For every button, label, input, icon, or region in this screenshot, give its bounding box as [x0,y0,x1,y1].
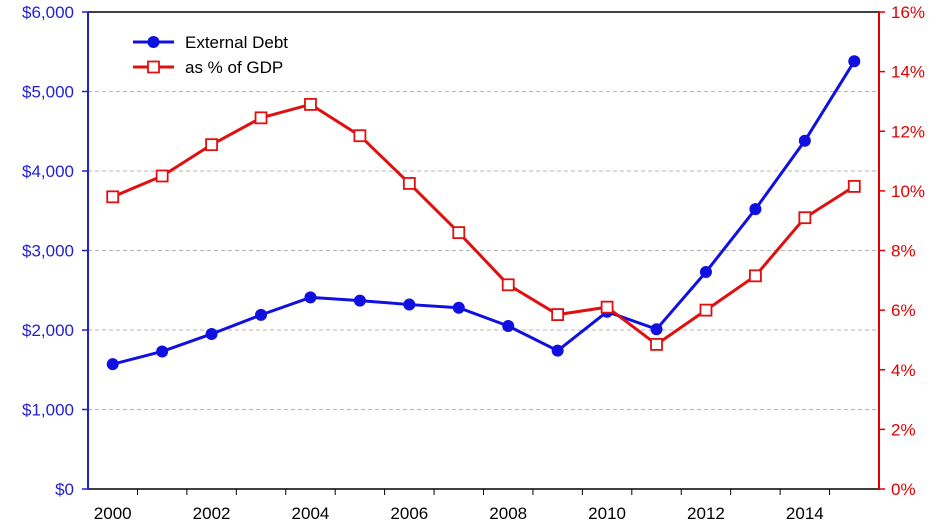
x-tick-label: 2012 [687,504,725,523]
y-left-tick-label: $1,000 [22,401,74,420]
data-point [255,308,268,321]
data-point [452,226,466,240]
legend-marker [147,36,160,48]
legend-label: as % of GDP [185,58,283,77]
data-point [106,358,119,371]
series-group [106,55,861,371]
data-point [106,190,120,204]
gridlines [88,91,879,410]
data-point [551,344,564,357]
y-left-tick-label: $3,000 [22,242,74,261]
data-point [699,303,713,317]
legend-marker [147,60,160,74]
x-tick-label: 2008 [489,504,527,523]
y-left-tick-label: $2,000 [22,321,74,340]
data-point [304,291,317,304]
y-right-tick-label: 2% [891,420,916,439]
x-tick-label: 2014 [786,504,824,523]
y-right-tick-label: 6% [891,301,916,320]
data-point [650,323,663,336]
data-point [205,138,218,152]
y-left-tick-label: $5,000 [22,83,74,102]
data-point [155,169,169,183]
x-tick-label: 2002 [193,504,231,523]
legend-label: External Debt [185,33,288,52]
y-left-tick-label: $0 [55,480,74,499]
legend-item: as % of GDP [133,58,283,77]
data-point [847,180,861,193]
data-point [403,298,416,311]
y-axis-left: $0 $1,000 $2,000 $3,000 $4,000 $5,000 $6,000 [22,3,89,499]
legend: External Debt as % of GDP [133,33,288,77]
y-right-tick-label: 0% [891,480,916,499]
data-point [600,300,614,314]
data-point [699,265,712,278]
data-point [551,308,565,321]
x-tick-label: 2010 [588,504,626,523]
data-point [353,129,367,143]
series-pct-of-gdp [106,98,861,351]
data-point [452,301,465,314]
data-point [749,269,762,283]
data-point [304,98,317,111]
y-right-tick-label: 8% [891,242,916,261]
data-point [156,345,169,358]
data-point [205,327,218,340]
x-tick-label: 2000 [94,504,132,523]
y-right-tick-label: 4% [891,361,916,380]
y-right-tick-label: 10% [891,182,925,201]
legend-item: External Debt [133,33,288,52]
data-point [848,55,861,68]
data-point [254,111,268,125]
series-line [112,102,856,346]
series-external-debt [106,55,861,371]
data-point [501,278,515,292]
y-left-tick-label: $6,000 [22,3,74,22]
data-point [798,134,811,147]
x-tick-label: 2004 [292,504,330,523]
data-point [353,294,366,307]
y-right-tick-label: 14% [891,63,925,82]
data-point [798,211,812,225]
y-right-tick-label: 12% [891,122,925,141]
x-axis: 2000 2002 2004 2006 2008 2010 2012 2014 [94,489,831,523]
y-axis-right: 0% 2% 4% 6% 8% 10% 12% 14% 16% [878,3,925,499]
y-left-tick-label: $4,000 [22,162,74,181]
data-point [749,203,762,216]
data-point [650,338,663,351]
y-right-tick-label: 16% [891,3,925,22]
data-point [402,177,416,190]
series-line [112,60,856,366]
data-point [502,320,515,333]
x-tick-label: 2006 [390,504,428,523]
